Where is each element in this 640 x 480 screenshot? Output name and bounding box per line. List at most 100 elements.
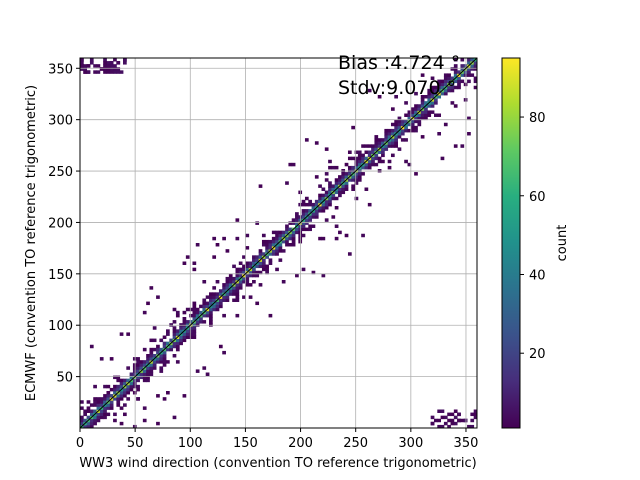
heatmap-cell	[93, 397, 97, 401]
heatmap-cell	[453, 79, 458, 84]
heatmap-cell	[245, 280, 250, 284]
heatmap-cell	[304, 227, 309, 232]
heatmap-cell	[288, 236, 293, 241]
heatmap-cell	[397, 147, 402, 151]
heatmap-cell	[417, 122, 422, 127]
heatmap-cell	[129, 381, 134, 386]
heatmap-cell	[364, 165, 369, 170]
heatmap-cell	[192, 313, 197, 318]
heatmap-cell	[371, 147, 375, 151]
heatmap-cell	[470, 412, 475, 417]
heatmap-cell	[281, 230, 286, 235]
heatmap-cell	[407, 110, 412, 114]
heatmap-cell	[252, 280, 256, 284]
heatmap-cell	[265, 249, 269, 253]
heatmap-cell	[199, 317, 203, 321]
heatmap-cell	[304, 218, 309, 222]
heatmap-cell	[354, 156, 359, 161]
heatmap-cell	[361, 172, 365, 176]
heatmap-cell	[235, 289, 240, 293]
heatmap-cell	[185, 335, 190, 339]
heatmap-cell	[278, 246, 283, 250]
heatmap-cell	[453, 104, 458, 108]
heatmap-cell	[126, 332, 131, 336]
heatmap-cell	[199, 310, 203, 315]
heatmap-cell	[367, 165, 372, 170]
heatmap-cell	[149, 350, 154, 355]
heatmap-cell	[371, 150, 375, 154]
heatmap-cell	[271, 243, 276, 247]
heatmap-cell	[268, 239, 273, 244]
heatmap-cell	[199, 304, 203, 309]
heatmap-cell	[304, 212, 309, 216]
heatmap-cell	[96, 418, 101, 423]
heatmap-cell	[344, 172, 349, 176]
heatmap-cell	[400, 128, 405, 133]
heatmap-cell	[235, 295, 240, 299]
heatmap-cell	[314, 175, 319, 179]
heatmap-cell	[288, 243, 293, 247]
heatmap-cell	[225, 292, 230, 296]
heatmap-cell	[467, 70, 471, 74]
heatmap-cell	[440, 409, 445, 413]
heatmap-cell	[252, 273, 256, 278]
heatmap-cell	[235, 292, 240, 296]
heatmap-cell	[202, 298, 207, 302]
heatmap-cell	[235, 286, 240, 290]
heatmap-cell	[341, 175, 346, 179]
heatmap-cell	[149, 369, 154, 373]
heatmap-cell	[96, 406, 101, 410]
heatmap-cell	[119, 332, 124, 336]
heatmap-cell	[261, 239, 266, 244]
heatmap-cell	[261, 252, 266, 256]
heatmap-cell	[212, 292, 217, 296]
heatmap-cell	[394, 141, 398, 145]
heatmap-cell	[156, 295, 160, 299]
heatmap-cell	[457, 412, 461, 417]
heatmap-cell	[433, 85, 438, 90]
heatmap-cell	[222, 298, 226, 302]
heatmap-cell	[328, 202, 332, 207]
heatmap-cell	[430, 110, 435, 114]
heatmap-cell	[119, 384, 124, 389]
heatmap-cell	[212, 295, 217, 299]
heatmap-cell	[374, 135, 379, 139]
heatmap-cell	[318, 199, 322, 204]
heatmap-cell	[437, 113, 442, 117]
heatmap-cell	[123, 394, 127, 398]
heatmap-cell	[433, 101, 438, 105]
heatmap-cell	[159, 354, 164, 358]
heatmap-cell	[222, 295, 226, 299]
heatmap-cell	[387, 141, 392, 145]
heatmap-cell	[152, 338, 157, 343]
heatmap-cell	[433, 98, 438, 102]
heatmap-cell	[109, 64, 114, 68]
heatmap-cell	[202, 366, 207, 370]
heatmap-cell	[390, 138, 395, 142]
heatmap-cell	[377, 144, 382, 148]
heatmap-cell	[354, 196, 359, 201]
heatmap-cell	[113, 387, 117, 392]
heatmap-cell	[311, 202, 316, 207]
heatmap-cell	[255, 273, 260, 278]
heatmap-cell	[109, 357, 114, 361]
heatmap-cell	[334, 196, 339, 201]
heatmap-cell	[142, 372, 147, 376]
heatmap-cell	[113, 397, 117, 401]
heatmap-cell	[129, 387, 134, 392]
heatmap-cell	[103, 70, 107, 74]
heatmap-cell	[152, 326, 157, 330]
heatmap-cell	[172, 335, 177, 339]
heatmap-cell	[453, 409, 458, 413]
heatmap-cell	[271, 230, 276, 235]
heatmap-cell	[450, 418, 455, 423]
heatmap-cell	[83, 67, 88, 71]
heatmap-cell	[248, 270, 253, 275]
heatmap-cell	[311, 215, 316, 219]
heatmap-cell	[185, 320, 190, 324]
heatmap-cell	[205, 313, 210, 318]
heatmap-cell	[420, 73, 425, 77]
heatmap-cell	[113, 375, 117, 380]
heatmap-cell	[278, 249, 283, 253]
heatmap-cell	[308, 202, 312, 207]
